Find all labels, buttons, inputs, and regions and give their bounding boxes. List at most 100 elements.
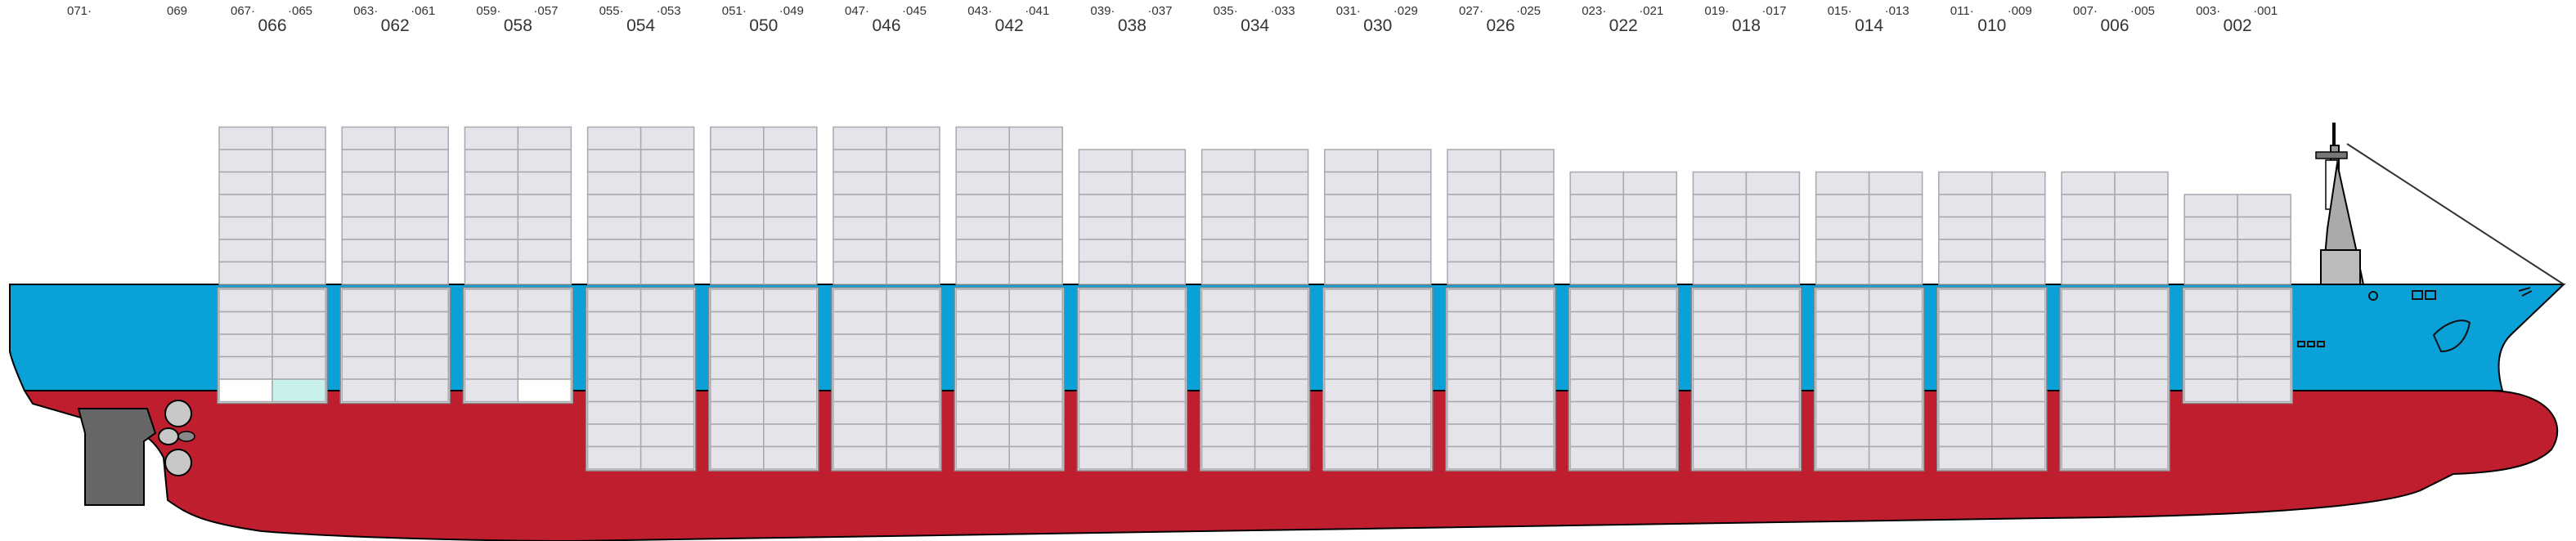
- hold-container: [218, 378, 273, 403]
- hold-container: [1131, 445, 1187, 470]
- deck-container: [2061, 216, 2116, 240]
- deck-container: [1692, 171, 1748, 195]
- deck-container: [1200, 149, 1256, 173]
- rudder: [77, 408, 157, 506]
- hold-container: [1008, 355, 1063, 380]
- hold-container: [955, 311, 1010, 335]
- hold-container: [832, 333, 887, 358]
- bay-pair-right-label: ·017: [1761, 4, 1786, 18]
- hold-container: [1008, 288, 1063, 313]
- deck-container: [1254, 171, 1309, 195]
- hold-container: [586, 378, 642, 403]
- deck-container: [586, 126, 642, 150]
- deck-container: [1008, 171, 1063, 195]
- bay-pair-left-label: 031·: [1336, 4, 1361, 18]
- hold-container: [1692, 400, 1748, 425]
- deck-container: [1324, 216, 1379, 240]
- hold-container: [1815, 378, 1870, 403]
- deck-container: [1324, 261, 1379, 285]
- deck-container: [1131, 149, 1187, 173]
- hold-container: [2061, 333, 2116, 358]
- hold-container: [394, 311, 449, 335]
- hold-container: [640, 400, 695, 425]
- deck-container: [1991, 194, 2046, 218]
- hold-container: [710, 378, 765, 403]
- bay-pair-left-label: 063·: [353, 4, 378, 18]
- deck-container: [1622, 239, 1677, 263]
- deck-container: [886, 171, 940, 195]
- hold-container: [1131, 311, 1187, 335]
- hold-container: [763, 423, 818, 448]
- deck-container: [1254, 239, 1309, 263]
- deck-container: [394, 171, 449, 195]
- deck-container: [763, 216, 818, 240]
- hold-container: [1692, 423, 1748, 448]
- bay-number-label: 054: [626, 16, 655, 35]
- hold-container: [1692, 378, 1748, 403]
- deck-container: [1131, 171, 1187, 195]
- bay-number-label: 034: [1241, 16, 1269, 35]
- deck-container: [886, 194, 940, 218]
- bay-062: [339, 126, 451, 405]
- deck-container: [955, 171, 1010, 195]
- hold-container: [1447, 333, 1501, 358]
- hold-container: [1815, 445, 1870, 470]
- deck-container: [1500, 216, 1555, 240]
- hold-container: [1692, 311, 1748, 335]
- hold-container: [1131, 288, 1187, 313]
- deck-container: [1991, 216, 2046, 240]
- deck-container: [464, 239, 519, 263]
- deck-container: [2114, 239, 2169, 263]
- deck-container: [517, 171, 572, 195]
- hold-container: [886, 311, 940, 335]
- bay-pair-right-label: ·001: [2253, 4, 2278, 18]
- hold-container: [1991, 445, 2046, 470]
- deck-container: [1200, 239, 1256, 263]
- hold-container: [1324, 400, 1379, 425]
- deck-container: [341, 239, 396, 263]
- deck-container: [1745, 216, 1801, 240]
- deck-container: [272, 194, 326, 218]
- deck-container: [1131, 194, 1187, 218]
- deck-container: [1447, 239, 1501, 263]
- hold-container: [710, 288, 765, 313]
- deck-container: [1500, 149, 1555, 173]
- hold-container: [1377, 423, 1432, 448]
- hold-container: [1324, 445, 1379, 470]
- deck-container: [955, 239, 1010, 263]
- deck-container: [272, 126, 326, 150]
- hold-container: [1131, 378, 1187, 403]
- hold-container: [1254, 333, 1309, 358]
- hold-container: [1254, 445, 1309, 470]
- hold-container: [1200, 288, 1256, 313]
- hold-container: [886, 445, 940, 470]
- hold-container: [1991, 355, 2046, 380]
- deck-container: [1938, 194, 1993, 218]
- deck-container: [955, 194, 1010, 218]
- bay-pair-left-label: 007·: [2073, 4, 2098, 18]
- hold-container: [832, 445, 887, 470]
- hold-container: [2061, 355, 2116, 380]
- deck-container: [640, 194, 695, 218]
- deck-container: [640, 261, 695, 285]
- hold-container: [1569, 311, 1624, 335]
- deck-container: [272, 216, 326, 240]
- bay-number-label: 002: [2224, 16, 2252, 35]
- hold-container: [586, 311, 642, 335]
- deck-container: [886, 149, 940, 173]
- deck-container: [1622, 216, 1677, 240]
- hold-container: [1745, 355, 1801, 380]
- hold-container: [1078, 400, 1133, 425]
- bay-002: [2182, 194, 2293, 405]
- hold-container: [1131, 423, 1187, 448]
- deck-container: [1500, 239, 1555, 263]
- deck-container: [640, 149, 695, 173]
- hold-container: [2183, 311, 2238, 335]
- bay-046: [831, 126, 942, 472]
- deck-container: [1868, 239, 1923, 263]
- hold-container: [1745, 311, 1801, 335]
- deck-container: [1447, 261, 1501, 285]
- deck-container: [517, 216, 572, 240]
- hold-container: [1868, 288, 1923, 313]
- hold-container: [1447, 400, 1501, 425]
